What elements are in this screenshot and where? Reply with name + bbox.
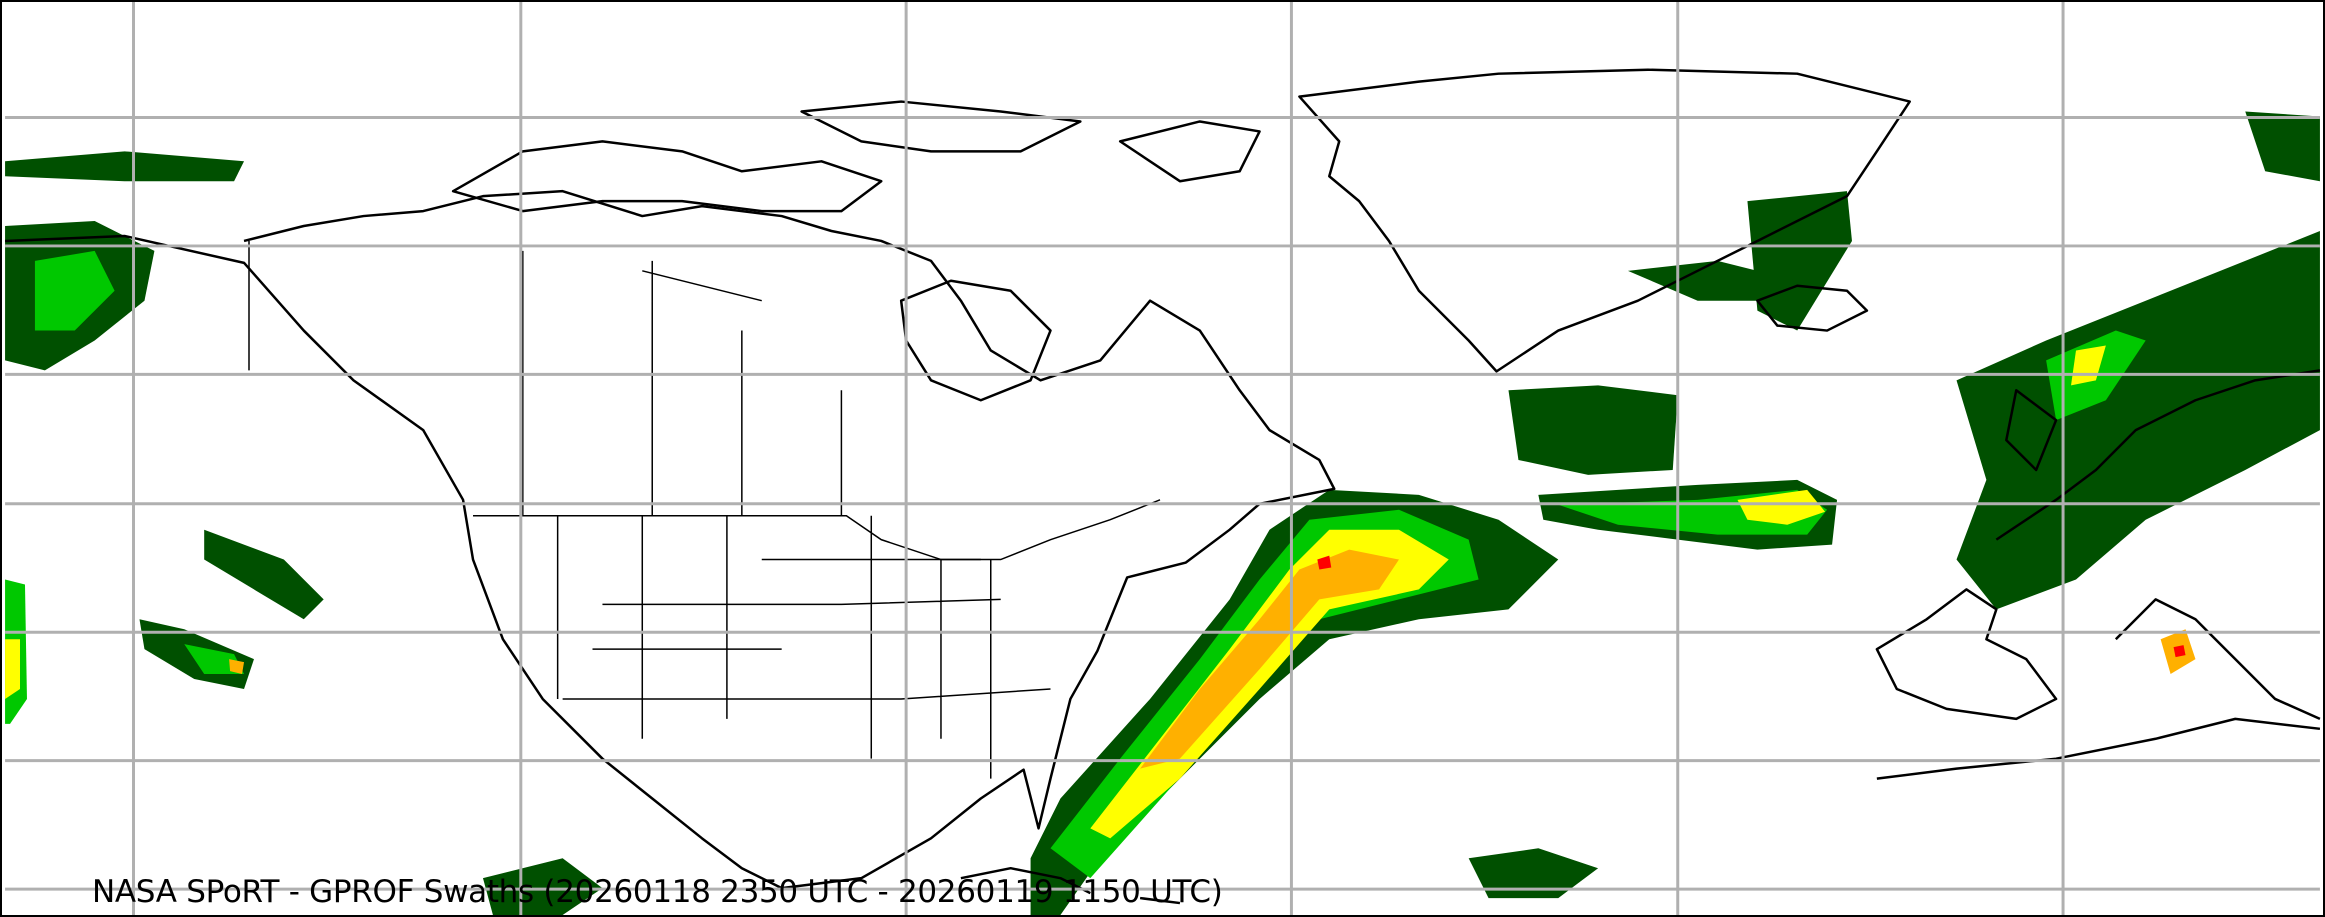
precip-norway [2245, 111, 2320, 182]
precip-north-pacific [34, 250, 115, 331]
greenland-coastline [1298, 68, 1911, 373]
graticule [5, 2, 2320, 915]
precip-core [1317, 555, 1332, 570]
europe-coastline [1875, 369, 2321, 780]
precip-swath-east-atlantic [1737, 489, 1826, 525]
us-state-borders [556, 515, 1051, 779]
political-borders [248, 240, 1161, 779]
coastlines [5, 68, 2321, 905]
precip-pacific-swirl [184, 644, 245, 675]
precip-swath-atlantic [1140, 549, 1399, 769]
canada-province-borders [522, 250, 843, 516]
iceland-coastline [1756, 284, 1869, 332]
precip-pacific-edge [5, 639, 21, 699]
precip-north-atlantic [1508, 385, 1678, 475]
precip-europe [1956, 230, 2320, 610]
map-caption: NASA SPoRT - GPROF Swaths (20260118 2350… [92, 874, 1223, 910]
hudson-bay-coastline [899, 279, 1052, 402]
precip-pacific-arc [204, 529, 324, 620]
caribbean-coastline [960, 866, 1181, 905]
precip-pacific-swirl [229, 659, 245, 675]
us-canada-border [473, 499, 1161, 561]
north-america-coastline [5, 189, 1336, 890]
precip-caribbean [1468, 848, 1599, 899]
arctic-islands-coastline [451, 100, 1261, 213]
precipitation-layer [5, 111, 2320, 915]
precip-alaska [5, 151, 245, 182]
precip-mexico [482, 858, 603, 915]
precip-swath-atlantic [1030, 489, 1559, 915]
precip-italy [2173, 645, 2186, 658]
precip-denmark-strait [1627, 260, 1798, 301]
